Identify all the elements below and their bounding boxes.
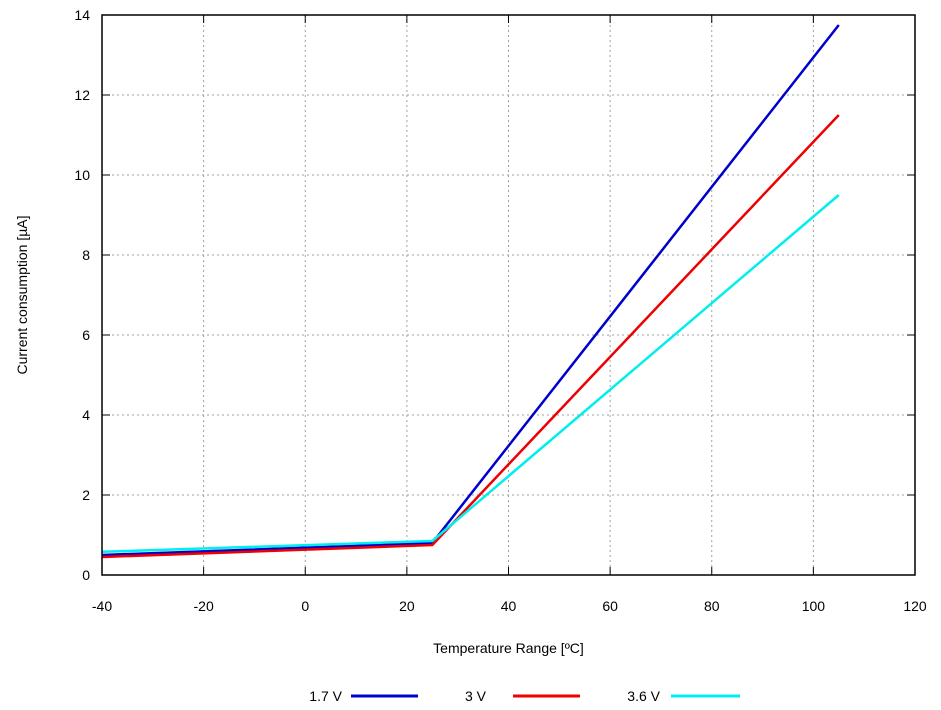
legend-item: 3 V — [465, 688, 580, 704]
series-line-1-7-v — [101, 24, 840, 557]
series-line-3-6-v — [101, 194, 840, 554]
legend-item: 1.7 V — [309, 688, 418, 704]
series-line-3-v — [101, 114, 840, 559]
legend-label: 3 V — [465, 688, 487, 704]
y-axis-title: Current consumption [µA] — [14, 215, 30, 374]
legend: 1.7 V 3 V 3.6 V — [309, 688, 740, 704]
y-tick-label: 8 — [82, 247, 90, 263]
legend-item: 3.6 V — [627, 688, 740, 704]
legend-label: 1.7 V — [309, 688, 342, 704]
series-lines — [101, 24, 840, 559]
x-tick-label: 100 — [802, 598, 826, 614]
x-tick-label: 60 — [602, 598, 618, 614]
x-tick-label: 120 — [903, 598, 927, 614]
tick-labels: -40 -20 0 20 40 60 80 100 120 0 2 4 6 8 10 12 14 — [74, 7, 926, 614]
x-tick-label: 0 — [301, 598, 309, 614]
y-tick-label: 12 — [74, 87, 90, 103]
legend-label: 3.6 V — [627, 688, 660, 704]
x-tick-label: 20 — [399, 598, 415, 614]
x-axis-title: Temperature Range [ºC] — [433, 640, 584, 656]
y-tick-label: 2 — [82, 487, 90, 503]
y-tick-label: 6 — [82, 327, 90, 343]
x-tick-label: 40 — [501, 598, 517, 614]
x-tick-label: -40 — [92, 598, 112, 614]
y-tick-label: 4 — [82, 407, 90, 423]
y-tick-label: 14 — [74, 7, 90, 23]
y-tick-label: 0 — [82, 567, 90, 583]
x-tick-label: -20 — [194, 598, 214, 614]
axis-ticks — [101, 14, 916, 576]
grid — [102, 15, 915, 575]
x-tick-label: 80 — [704, 598, 720, 614]
y-tick-label: 10 — [74, 167, 90, 183]
